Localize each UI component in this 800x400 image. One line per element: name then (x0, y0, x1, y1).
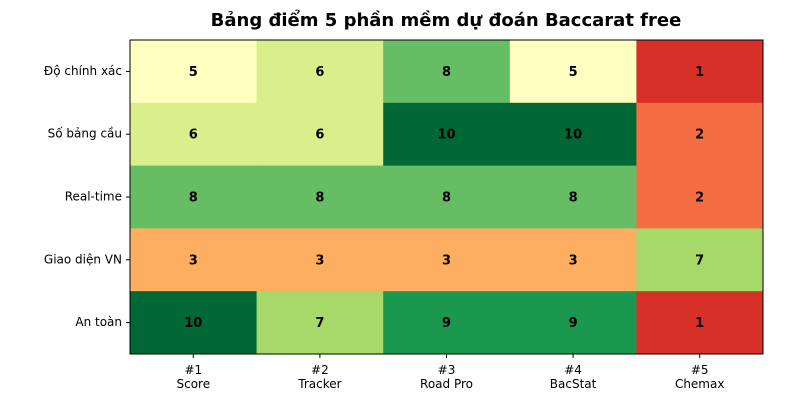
y-tick-label: Giao diện VN (44, 252, 122, 266)
cell (636, 165, 764, 229)
cell-label: 5 (569, 65, 578, 80)
cell-label: 3 (442, 253, 451, 268)
x-tick-label: #3 Road Pro (420, 363, 473, 391)
x-tick-label: #1 Score (176, 363, 210, 391)
y-tick-label: Số bảng cầu (48, 127, 122, 141)
cell (130, 228, 258, 292)
cell-label: 2 (695, 128, 704, 143)
cell-label: 6 (189, 128, 198, 143)
x-tick-label: #5 Chemax (675, 363, 725, 391)
cell-label: 8 (315, 191, 324, 206)
cell (256, 102, 384, 167)
cell-label: 10 (437, 128, 455, 143)
cell-label: 3 (315, 253, 324, 268)
cell-label: 7 (315, 316, 324, 331)
cell (509, 165, 637, 229)
cell (636, 291, 764, 355)
cell-label: 8 (569, 191, 578, 206)
cell-label: 2 (695, 191, 704, 206)
cell (509, 228, 637, 292)
cell-label: 10 (564, 128, 582, 143)
cell-label: 8 (442, 65, 451, 80)
cell-label: 3 (189, 253, 198, 268)
y-tick-label: An toàn (75, 315, 122, 329)
cell (130, 291, 258, 355)
cell (509, 102, 637, 167)
cell (130, 165, 258, 229)
cell-label: 6 (315, 65, 324, 80)
cell (130, 40, 258, 104)
cell (256, 291, 384, 355)
chart-title: Bảng điểm 5 phần mềm dự đoán Baccarat fr… (211, 9, 682, 31)
cell (636, 40, 764, 104)
cell-label: 8 (189, 191, 198, 206)
x-tick-label: #4 BacStat (550, 363, 597, 391)
cell-label: 7 (695, 253, 704, 268)
cell (636, 228, 764, 292)
y-tick-label: Độ chính xác (44, 64, 122, 78)
cell-label: 1 (695, 65, 704, 80)
cell-label: 10 (184, 316, 202, 331)
cell (383, 291, 511, 355)
cell (256, 165, 384, 229)
cell-label: 5 (189, 65, 198, 80)
cell (509, 291, 637, 355)
cell (636, 102, 764, 167)
cell-label: 9 (442, 316, 451, 331)
plot-frame (129, 39, 764, 355)
cell (256, 228, 384, 292)
cell (383, 228, 511, 292)
cell (130, 102, 258, 167)
cell (383, 102, 511, 167)
y-tick-label: Real-time (65, 190, 122, 204)
cell-label: 8 (442, 191, 451, 206)
cell-label: 3 (569, 253, 578, 268)
cell (509, 40, 637, 104)
cell (383, 165, 511, 229)
cell-label: 1 (695, 316, 704, 331)
cell-label: 9 (569, 316, 578, 331)
cell (256, 40, 384, 104)
cell-label: 6 (315, 128, 324, 143)
x-tick-label: #2 Tracker (297, 363, 341, 391)
cell (383, 40, 511, 104)
